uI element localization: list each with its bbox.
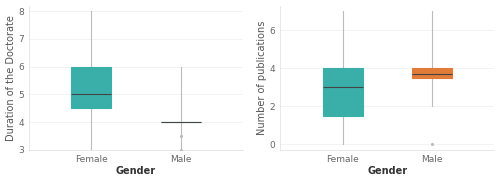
Y-axis label: Number of publications: Number of publications [257, 21, 267, 135]
X-axis label: Gender: Gender [116, 167, 156, 176]
FancyBboxPatch shape [72, 67, 112, 108]
Y-axis label: Duration of the Doctorate: Duration of the Doctorate [6, 15, 16, 141]
FancyBboxPatch shape [322, 68, 363, 116]
FancyBboxPatch shape [412, 68, 452, 78]
X-axis label: Gender: Gender [368, 167, 408, 176]
